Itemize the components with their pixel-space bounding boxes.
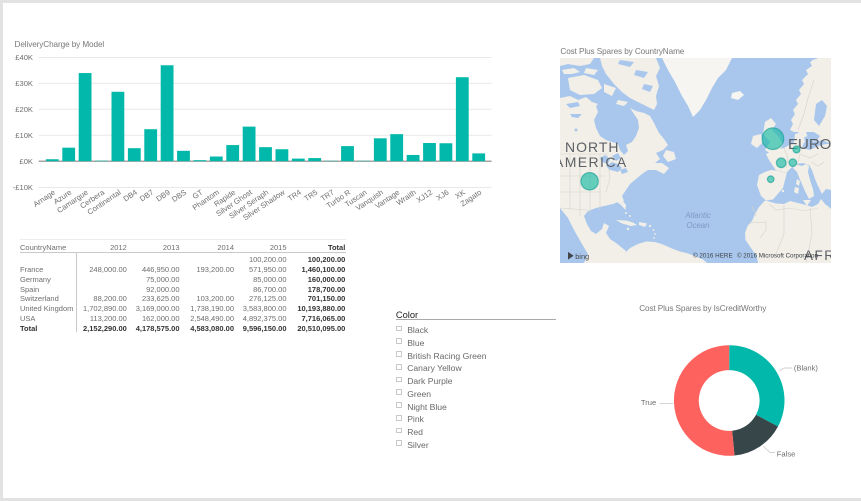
svg-text:True: True <box>641 398 656 407</box>
svg-text:Ocean: Ocean <box>687 221 710 230</box>
svg-text:(Blank): (Blank) <box>794 363 819 372</box>
svg-text:£40K: £40K <box>15 53 33 62</box>
svg-text:£20K: £20K <box>15 105 33 114</box>
svg-text:© 2016 Microsoft Corporation: © 2016 Microsoft Corporation <box>737 253 818 260</box>
svg-text:Cost Plus Spares by IsCreditWo: Cost Plus Spares by IsCreditWorthy <box>639 304 767 313</box>
svg-text:£30K: £30K <box>15 79 33 88</box>
svg-text:False: False <box>777 450 796 459</box>
svg-text:NORTH: NORTH <box>565 139 620 155</box>
svg-text:Atlantic: Atlantic <box>684 211 711 220</box>
svg-text:© 2016 HERE: © 2016 HERE <box>693 252 733 260</box>
svg-text:bing: bing <box>575 252 589 261</box>
svg-text:£0K: £0K <box>19 157 33 166</box>
svg-text:-£10K: -£10K <box>13 183 33 192</box>
svg-text:£10K: £10K <box>15 131 33 140</box>
svg-text:AFRI: AFRI <box>804 248 831 263</box>
svg-text:AMERICA: AMERICA <box>560 154 628 170</box>
svg-text:DeliveryCharge by Model: DeliveryCharge by Model <box>15 40 105 49</box>
